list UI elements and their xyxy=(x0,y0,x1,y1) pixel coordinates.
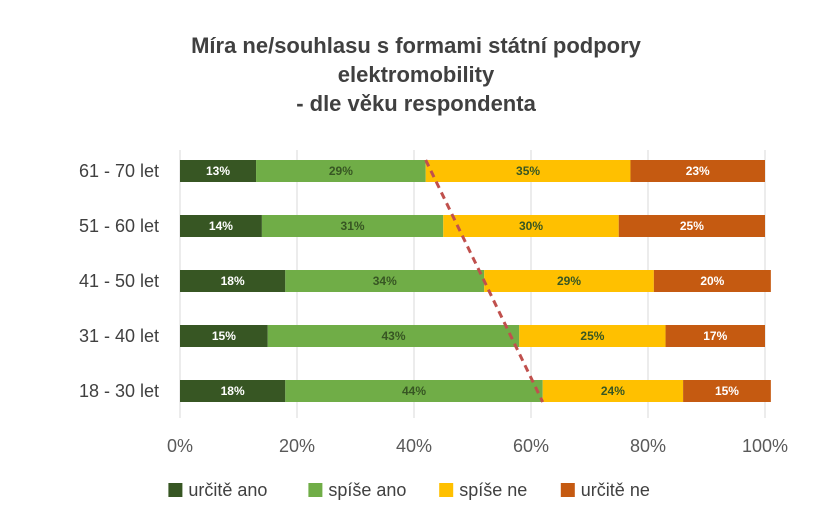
category-label: 61 - 70 let xyxy=(79,161,159,181)
bar-data-label: 18% xyxy=(221,274,245,288)
bar-data-label: 24% xyxy=(601,384,625,398)
bar-segment xyxy=(519,325,666,347)
legend-label: spíše ne xyxy=(459,480,527,500)
bar-segment xyxy=(285,270,485,292)
bar-data-label: 14% xyxy=(209,219,233,233)
bar-data-label: 30% xyxy=(519,219,543,233)
legend-label: určitě ano xyxy=(188,480,267,500)
bar-segment xyxy=(630,160,765,182)
bar-data-label: 25% xyxy=(680,219,704,233)
trend-dashed-line xyxy=(424,159,545,403)
bar-data-label: 15% xyxy=(715,384,739,398)
legend-swatch xyxy=(560,483,575,497)
bar-data-label: 15% xyxy=(212,329,236,343)
bar-data-label: 17% xyxy=(703,329,727,343)
bar-data-label: 18% xyxy=(221,384,245,398)
bar-segment xyxy=(542,380,684,402)
bar-data-label: 23% xyxy=(686,164,710,178)
x-tick-label: 60% xyxy=(513,436,549,456)
bar-segment xyxy=(683,380,771,402)
x-tick-label: 40% xyxy=(396,436,432,456)
x-tick-label: 80% xyxy=(630,436,666,456)
bar-data-label: 35% xyxy=(516,164,540,178)
bar-data-label: 44% xyxy=(402,384,426,398)
bar-segment xyxy=(261,215,444,237)
bar-segment xyxy=(267,325,520,347)
bar-data-label: 31% xyxy=(341,219,365,233)
legend-swatch xyxy=(439,483,454,497)
legend-swatch xyxy=(308,483,323,497)
bar-data-label: 29% xyxy=(329,164,353,178)
x-tick-label: 20% xyxy=(279,436,315,456)
bar-segment xyxy=(180,325,268,347)
bar-segment xyxy=(653,270,771,292)
chart-title-line-2: elektromobility xyxy=(337,62,495,87)
bar-data-label: 43% xyxy=(382,329,406,343)
bar-segment xyxy=(484,270,654,292)
category-label: 31 - 40 let xyxy=(79,326,159,346)
bar-segment xyxy=(618,215,765,237)
chart-title-line-1: Míra ne/souhlasu s formami státní podpor… xyxy=(191,33,641,58)
x-tick-label: 0% xyxy=(167,436,193,456)
legend-label: určitě ne xyxy=(581,480,650,500)
bar-segment xyxy=(180,160,257,182)
bar-segment xyxy=(256,160,426,182)
bar-data-label: 25% xyxy=(580,329,604,343)
bar-segment xyxy=(443,215,619,237)
bar-data-label: 13% xyxy=(206,164,230,178)
bar-data-label: 20% xyxy=(700,274,724,288)
legend-swatch xyxy=(168,483,183,497)
category-label: 18 - 30 let xyxy=(79,381,159,401)
bar-data-label: 34% xyxy=(373,274,397,288)
bar-segment xyxy=(665,325,765,347)
bar-segment xyxy=(425,160,631,182)
legend-label: spíše ano xyxy=(328,480,406,500)
bar-segment xyxy=(180,380,286,402)
chart-title-line-3: - dle věku respondenta xyxy=(296,91,536,116)
bar-segment xyxy=(180,270,286,292)
bar-segment xyxy=(180,215,262,237)
category-label: 51 - 60 let xyxy=(79,216,159,236)
x-tick-label: 100% xyxy=(742,436,788,456)
bar-data-label: 29% xyxy=(557,274,581,288)
category-label: 41 - 50 let xyxy=(79,271,159,291)
bar-segment xyxy=(285,380,543,402)
